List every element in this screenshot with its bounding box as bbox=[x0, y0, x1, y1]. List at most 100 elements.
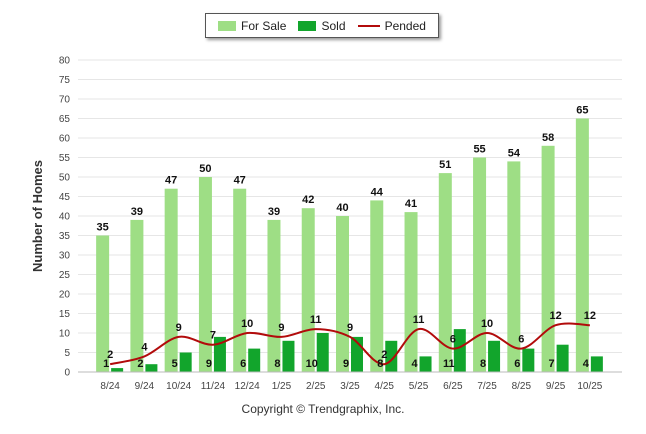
bar-for-sale-5-25[interactable] bbox=[404, 212, 418, 372]
bar-sold-4-25[interactable] bbox=[385, 340, 398, 372]
y-tick-label: 10 bbox=[59, 329, 71, 340]
label-pended: 9 bbox=[176, 322, 182, 334]
legend-label-sold: Sold bbox=[321, 18, 346, 33]
label-for-sale: 40 bbox=[336, 202, 348, 214]
bar-for-sale-2-25[interactable] bbox=[301, 208, 315, 372]
bar-for-sale-6-25[interactable] bbox=[438, 173, 452, 372]
label-sold: 9 bbox=[343, 358, 349, 370]
bar-for-sale-1-25[interactable] bbox=[267, 219, 281, 372]
bar-sold-2-25[interactable] bbox=[316, 333, 329, 372]
legend: For Sale Sold Pended bbox=[205, 13, 439, 38]
x-tick-label: 9/25 bbox=[546, 381, 566, 392]
label-pended: 10 bbox=[241, 318, 253, 330]
x-tick-label: 12/24 bbox=[235, 381, 260, 392]
label-pended: 6 bbox=[450, 334, 456, 346]
bar-sold-9-24[interactable] bbox=[145, 364, 158, 372]
legend-swatch-pended bbox=[357, 24, 380, 27]
bar-for-sale-12-24[interactable] bbox=[233, 188, 247, 372]
bar-for-sale-9-25[interactable] bbox=[541, 145, 555, 372]
bar-for-sale-7-25[interactable] bbox=[473, 157, 487, 373]
label-for-sale: 47 bbox=[234, 175, 246, 187]
y-tick-label: 70 bbox=[59, 95, 71, 106]
y-tick-label: 20 bbox=[59, 290, 71, 301]
bar-for-sale-3-25[interactable] bbox=[336, 216, 349, 372]
bar-sold-6-25[interactable] bbox=[453, 329, 466, 372]
label-for-sale: 51 bbox=[439, 159, 451, 171]
y-tick-label: 40 bbox=[59, 212, 71, 223]
x-tick-label: 4/25 bbox=[375, 381, 395, 392]
bar-sold-1-25[interactable] bbox=[282, 340, 295, 372]
y-tick-label: 55 bbox=[59, 153, 71, 164]
bar-for-sale-10-25[interactable] bbox=[575, 118, 589, 373]
label-sold: 2 bbox=[137, 358, 143, 370]
label-for-sale: 39 bbox=[268, 206, 280, 218]
x-tick-label: 8/24 bbox=[100, 381, 120, 392]
label-sold: 5 bbox=[172, 358, 178, 370]
label-pended: 11 bbox=[413, 314, 425, 326]
label-for-sale: 44 bbox=[371, 186, 384, 198]
label-sold: 6 bbox=[514, 358, 520, 370]
label-sold: 10 bbox=[306, 358, 318, 370]
bar-for-sale-8-25[interactable] bbox=[507, 161, 521, 372]
bar-for-sale-11-24[interactable] bbox=[198, 177, 212, 372]
x-tick-label: 8/25 bbox=[512, 381, 532, 392]
bar-sold-5-25[interactable] bbox=[419, 356, 432, 372]
copyright-text: Copyright © Trendgraphix, Inc. bbox=[241, 402, 405, 416]
y-tick-label: 30 bbox=[59, 251, 71, 262]
bar-for-sale-8-24[interactable] bbox=[96, 235, 110, 373]
legend-label-pended: Pended bbox=[384, 18, 426, 33]
bar-sold-8-25[interactable] bbox=[522, 348, 535, 372]
label-sold: 8 bbox=[274, 358, 280, 370]
bar-sold-9-25[interactable] bbox=[556, 344, 569, 372]
x-tick-label: 7/25 bbox=[477, 381, 497, 392]
bar-for-sale-9-24[interactable] bbox=[130, 219, 144, 372]
label-pended: 10 bbox=[481, 318, 493, 330]
bar-sold-10-25[interactable] bbox=[590, 356, 603, 372]
label-pended: 9 bbox=[278, 322, 284, 334]
bar-sold-10-24[interactable] bbox=[179, 352, 192, 373]
y-tick-label: 80 bbox=[59, 56, 71, 67]
y-tick-label: 50 bbox=[59, 173, 71, 184]
label-sold: 1 bbox=[103, 358, 109, 370]
y-tick-label: 35 bbox=[59, 231, 71, 242]
label-for-sale: 39 bbox=[131, 206, 143, 218]
label-pended: 9 bbox=[347, 322, 353, 334]
label-sold: 4 bbox=[411, 358, 418, 370]
y-tick-label: 75 bbox=[59, 75, 71, 86]
label-pended: 2 bbox=[107, 349, 113, 361]
y-tick-label: 60 bbox=[59, 134, 71, 145]
label-for-sale: 58 bbox=[542, 132, 554, 144]
label-pended: 4 bbox=[141, 341, 148, 353]
legend-item-pended[interactable]: Pended bbox=[357, 18, 426, 33]
bar-sold-12-24[interactable] bbox=[248, 348, 261, 372]
x-tick-label: 3/25 bbox=[340, 381, 360, 392]
y-tick-label: 45 bbox=[59, 192, 71, 203]
line-pended[interactable] bbox=[109, 322, 590, 366]
legend-item-sold[interactable]: Sold bbox=[298, 18, 346, 33]
x-tick-label: 10/25 bbox=[577, 381, 602, 392]
label-sold: 9 bbox=[206, 358, 212, 370]
label-for-sale: 65 bbox=[576, 105, 588, 117]
bar-for-sale-10-24[interactable] bbox=[164, 188, 178, 372]
label-sold: 8 bbox=[377, 358, 383, 370]
x-tick-label: 10/24 bbox=[166, 381, 191, 392]
bar-sold-11-24[interactable] bbox=[213, 336, 226, 372]
y-tick-label: 5 bbox=[64, 348, 70, 359]
bar-for-sale-4-25[interactable] bbox=[370, 200, 384, 372]
label-sold: 11 bbox=[443, 358, 455, 370]
label-pended: 12 bbox=[549, 310, 561, 322]
label-pended: 2 bbox=[381, 349, 387, 361]
legend-swatch-sold bbox=[298, 20, 317, 31]
bar-sold-8-24[interactable] bbox=[111, 368, 124, 372]
label-pended: 12 bbox=[584, 310, 596, 322]
label-pended: 6 bbox=[518, 334, 524, 346]
label-for-sale: 35 bbox=[97, 222, 109, 234]
label-for-sale: 42 bbox=[302, 194, 314, 206]
x-tick-label: 1/25 bbox=[272, 381, 292, 392]
bar-sold-7-25[interactable] bbox=[488, 340, 501, 372]
x-tick-label: 5/25 bbox=[409, 381, 429, 392]
y-tick-label: 0 bbox=[64, 368, 70, 379]
label-for-sale: 41 bbox=[405, 198, 417, 210]
legend-item-for-sale[interactable]: For Sale bbox=[218, 19, 286, 33]
